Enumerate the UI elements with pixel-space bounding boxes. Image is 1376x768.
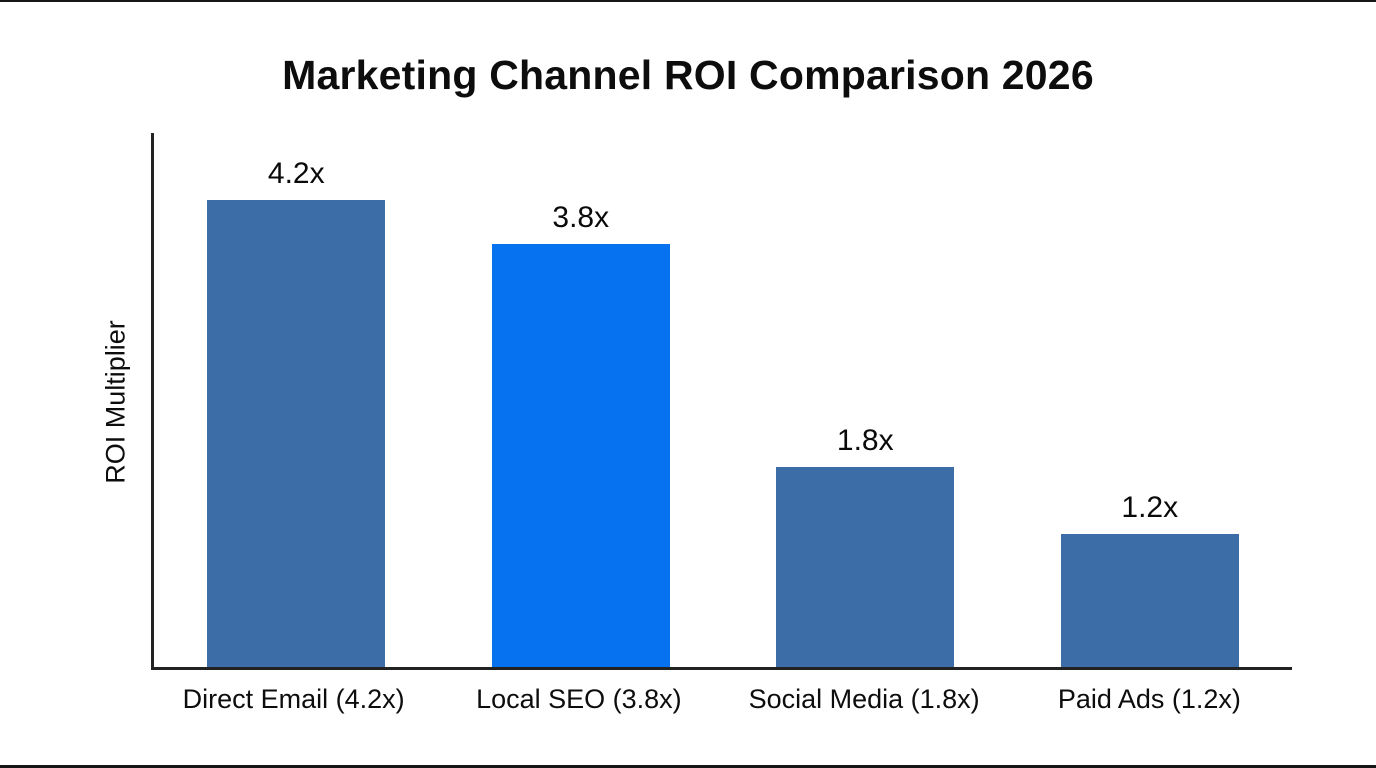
bar-slot-paid-ads: 1.2x xyxy=(1008,133,1293,667)
bar-paid-ads xyxy=(1060,533,1239,667)
bar-slot-local-seo: 3.8x xyxy=(439,133,724,667)
bar-social-media xyxy=(776,466,955,667)
bar-value-label-local-seo: 3.8x xyxy=(552,201,610,235)
bar-value-label-social-media: 1.8x xyxy=(836,423,894,457)
x-axis-label-local-seo: Local SEO (3.8x) xyxy=(476,684,682,714)
plot-area: 4.2x 3.8x 1.8x 1.2x xyxy=(151,133,1292,670)
screen-top-edge xyxy=(0,0,1376,2)
x-axis-label-paid-ads: Paid Ads (1.2x) xyxy=(1057,684,1241,714)
x-axis-label-social-media: Social Media (1.8x) xyxy=(748,684,980,714)
bars-container: 4.2x 3.8x 1.8x 1.2x xyxy=(154,133,1292,667)
bar-slot-direct-email: 4.2x xyxy=(154,133,439,667)
x-axis-label-direct-email: Direct Email (4.2x) xyxy=(182,684,405,714)
y-axis-label: ROI Multiplier xyxy=(100,320,131,484)
x-axis-labels: Direct Email (4.2x) Local SEO (3.8x) Socia… xyxy=(151,684,1292,715)
bar-value-label-paid-ads: 1.2x xyxy=(1121,490,1179,524)
screen-bottom-edge xyxy=(0,765,1376,768)
bar-value-label-direct-email: 4.2x xyxy=(267,156,325,190)
bar-direct-email xyxy=(207,199,386,667)
chart-title: Marketing Channel ROI Comparison 2026 xyxy=(282,52,1094,98)
bar-slot-social-media: 1.8x xyxy=(723,133,1008,667)
bar-local-seo xyxy=(491,244,670,667)
